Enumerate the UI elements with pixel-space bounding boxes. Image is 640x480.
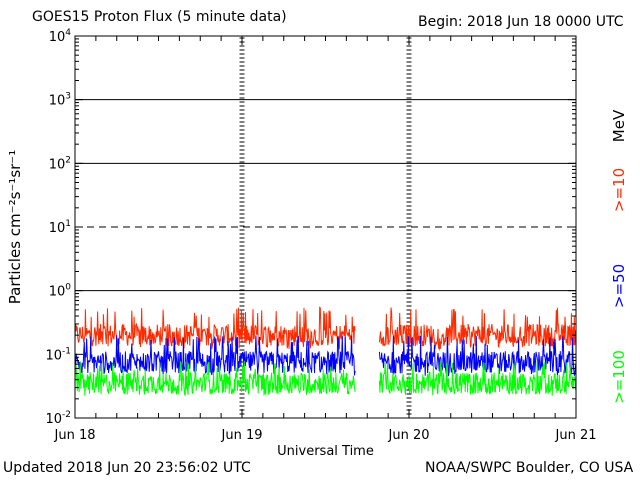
y-tick-label: 102 bbox=[49, 155, 71, 172]
y-tick-label: 10-1 bbox=[45, 346, 71, 363]
series-line-ge50 bbox=[74, 335, 356, 376]
series-line-ge100 bbox=[74, 360, 356, 396]
y-axis-label: Particles cm⁻²s⁻¹sr⁻¹ bbox=[6, 150, 24, 304]
x-tick-label: Jun 18 bbox=[54, 428, 96, 443]
begin-time-label: Begin: 2018 Jun 18 0000 UTC bbox=[418, 14, 624, 30]
legend-ge100: >=100 bbox=[610, 350, 628, 404]
series-line-ge10 bbox=[74, 306, 356, 350]
y-tick-label: 103 bbox=[49, 92, 71, 109]
series-line-ge50 bbox=[378, 335, 577, 377]
y-tick-label: 10-2 bbox=[45, 410, 71, 427]
y-tick-label: 104 bbox=[49, 28, 72, 45]
x-axis-label: Universal Time bbox=[277, 444, 374, 459]
series-line-ge100 bbox=[378, 360, 577, 396]
legend-ge10: >=10 bbox=[610, 168, 628, 212]
x-tick-label: Jun 19 bbox=[221, 428, 263, 443]
updated-timestamp: Updated 2018 Jun 20 23:56:02 UTC bbox=[3, 460, 251, 476]
credit-label: NOAA/SWPC Boulder, CO USA bbox=[425, 460, 634, 476]
y-tick-label: 100 bbox=[49, 283, 72, 300]
x-tick-label: Jun 21 bbox=[555, 428, 597, 443]
legend-ge50: >=50 bbox=[610, 264, 628, 308]
y-tick-label: 101 bbox=[49, 219, 71, 236]
x-tick-label: Jun 20 bbox=[388, 428, 430, 443]
legend-unit-mev: MeV bbox=[610, 109, 628, 142]
chart-title: GOES15 Proton Flux (5 minute data) bbox=[32, 9, 287, 25]
